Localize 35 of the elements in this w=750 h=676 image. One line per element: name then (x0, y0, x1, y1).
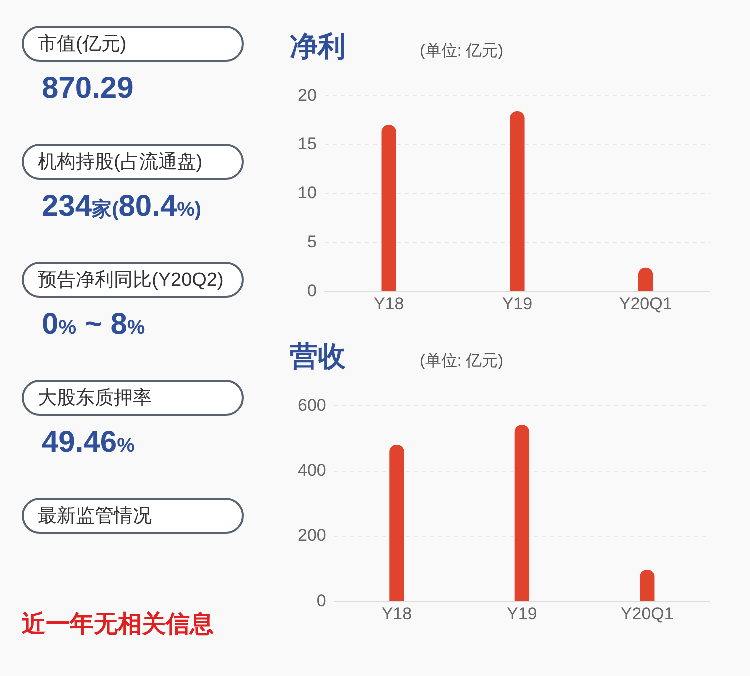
text: 870.29 (42, 72, 134, 105)
y-tick-label: 20 (298, 86, 317, 105)
y-tick-label: 15 (298, 134, 317, 154)
bar (638, 268, 654, 292)
bar (640, 570, 655, 602)
text: 最新监管情况 (22, 498, 244, 534)
chart-subtitle: (单位: 亿元) (420, 42, 504, 62)
bar (514, 425, 530, 602)
chart-title: 营收 (290, 340, 346, 374)
x-tick-label: Y20Q1 (619, 294, 672, 314)
bar (390, 444, 404, 602)
text: 预告净利同比(Y20Q2) (22, 262, 244, 298)
y-tick-label: 0 (307, 281, 317, 300)
y-tick-label: 400 (298, 461, 326, 480)
bar (382, 125, 396, 292)
x-tick-label: Y19 (502, 294, 533, 314)
bar (510, 112, 525, 292)
x-tick-label: Y19 (507, 604, 538, 624)
text: 机构持股(占流通盘) (22, 144, 244, 180)
y-tick-label: 5 (307, 232, 317, 252)
text: 大股东质押率 (22, 380, 244, 416)
y-tick-label: 600 (298, 396, 326, 415)
x-tick-label: Y18 (382, 604, 412, 624)
x-tick-label: Y20Q1 (620, 604, 674, 624)
text: 49.46% (42, 426, 135, 459)
text: 234家(80.4%) (42, 190, 202, 223)
text: 0% ~ 8% (42, 308, 146, 341)
chart-title: 净利 (290, 30, 346, 64)
text: 市值(亿元) (22, 26, 244, 62)
text: 近一年无相关信息 (22, 610, 215, 640)
chart-subtitle: (单位: 亿元) (420, 352, 504, 372)
y-tick-label: 10 (298, 184, 317, 203)
x-tick-label: Y18 (374, 294, 404, 314)
y-tick-label: 0 (316, 591, 326, 610)
y-tick-label: 200 (298, 526, 326, 546)
